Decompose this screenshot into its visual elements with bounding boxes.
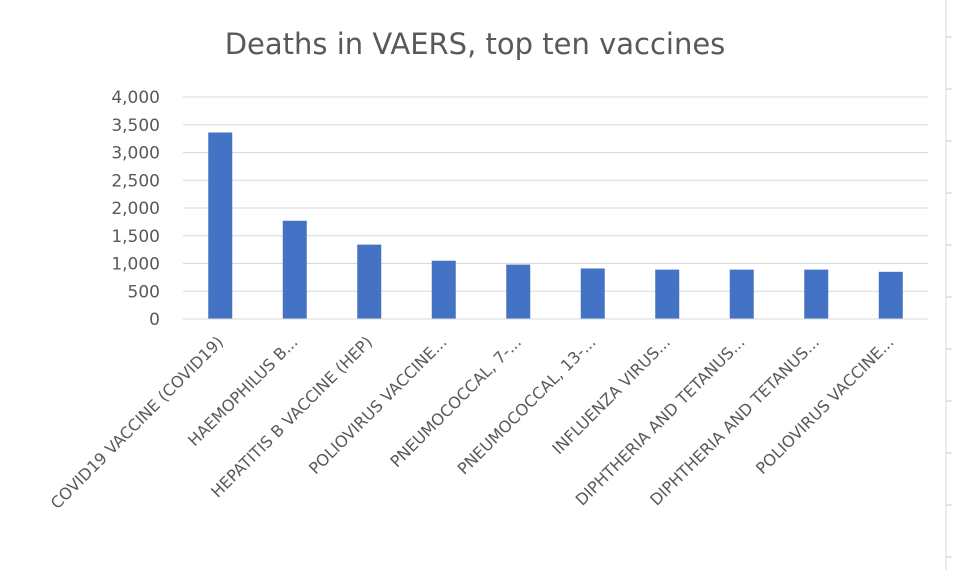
bar <box>431 260 456 319</box>
y-tick-label: 3,500 <box>111 116 160 136</box>
y-tick-label: 500 <box>128 282 160 302</box>
x-tick-label: PNEUMOCOCCAL, 13-... <box>454 332 600 478</box>
y-tick-label: 3,000 <box>111 144 160 164</box>
y-tick-label: 2,000 <box>111 199 160 219</box>
bar <box>655 269 680 319</box>
x-tick-label: POLIOVIRUS VACCINE... <box>752 332 898 478</box>
x-tick-label: PNEUMOCOCCAL, 7-... <box>386 332 525 471</box>
bar <box>729 269 754 319</box>
y-tick-label: 0 <box>149 310 160 330</box>
bar <box>506 264 531 319</box>
bar <box>804 269 829 319</box>
x-axis-tick-labels: COVID19 VACCINE (COVID19)HAEMOPHILUS B..… <box>47 332 898 512</box>
y-tick-label: 4,000 <box>111 88 160 108</box>
x-tick-label: POLIOVIRUS VACCINE... <box>305 332 451 478</box>
bar <box>208 132 233 319</box>
y-tick-label: 1,500 <box>111 227 160 247</box>
worksheet-edge <box>945 0 952 570</box>
gridlines <box>183 96 928 292</box>
bar <box>282 220 307 319</box>
bar <box>580 268 605 319</box>
chart-title: Deaths in VAERS, top ten vaccines <box>225 27 726 61</box>
bar <box>357 244 382 319</box>
x-tick-label: HEPATITIS B VACCINE (HEP) <box>207 332 376 501</box>
bars <box>208 132 903 319</box>
y-axis-tick-labels: 0 500 1,000 1,500 2,000 2,500 3,000 3,500 4,000 <box>111 88 160 330</box>
y-tick-label: 2,500 <box>111 171 160 191</box>
bar <box>878 271 903 319</box>
y-tick-label: 1,000 <box>111 255 160 275</box>
